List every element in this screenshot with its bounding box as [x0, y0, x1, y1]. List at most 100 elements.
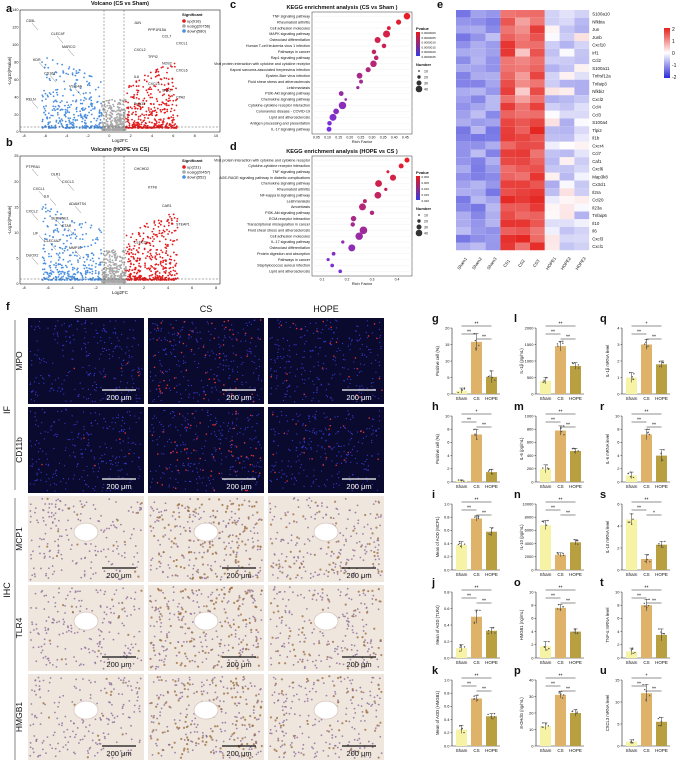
- up-point: [139, 114, 142, 117]
- positive-cell: [222, 393, 225, 395]
- up-point: [149, 96, 152, 99]
- positive-stain: [116, 519, 119, 522]
- nucleus: [231, 423, 234, 425]
- nucleus: [299, 442, 301, 444]
- nucleus: [193, 417, 196, 419]
- nosig-point: [111, 255, 113, 258]
- nucleus: [328, 328, 330, 330]
- positive-cell: [169, 340, 171, 343]
- positive-cell: [272, 453, 275, 456]
- micrograph-image: [268, 318, 384, 404]
- nucleus: [370, 382, 372, 384]
- positive-cell: [234, 471, 237, 473]
- nucleus: [45, 361, 47, 363]
- nucleus: [214, 327, 216, 330]
- nosig-point: [102, 279, 104, 282]
- nucleus: [288, 460, 290, 462]
- nosig-point: [116, 118, 119, 121]
- positive-cell: [232, 455, 234, 457]
- nucleus: [231, 324, 233, 326]
- positive-cell: [173, 387, 176, 389]
- up-point: [128, 122, 131, 125]
- pathway-dot: [356, 85, 360, 90]
- down-point: [76, 259, 79, 262]
- heatmap-cell: [485, 211, 501, 220]
- positive-cell: [250, 414, 252, 417]
- nucleus: [38, 382, 40, 384]
- nucleus: [179, 383, 181, 385]
- positive-cell: [158, 384, 160, 387]
- heatmap-cell: [574, 110, 590, 119]
- heatmap-cell: [515, 149, 530, 158]
- nucleus: [193, 439, 195, 441]
- nucleus: [76, 465, 78, 468]
- nucleus: [378, 397, 380, 400]
- nucleus: [308, 443, 310, 445]
- down-point: [62, 94, 64, 97]
- up-point: [172, 266, 175, 269]
- up-point: [165, 87, 168, 90]
- nucleus: [288, 349, 290, 351]
- up-point: [169, 215, 171, 218]
- nucleus: [240, 340, 242, 342]
- nucleus: [208, 330, 210, 332]
- nucleus: [199, 477, 201, 480]
- up-point: [125, 100, 127, 103]
- up-point: [128, 268, 131, 271]
- positive-cell: [316, 330, 318, 332]
- heatmap-cell: [530, 87, 545, 96]
- nucleus: [117, 461, 120, 464]
- nucleus: [340, 462, 343, 464]
- gene-label: CLEC2L: [134, 241, 148, 245]
- nucleus: [251, 537, 254, 540]
- nucleus: [325, 389, 327, 391]
- up-point: [163, 279, 166, 281]
- heatmap-colorbar: [664, 28, 670, 78]
- nucleus: [175, 465, 177, 467]
- positive-stain: [46, 497, 49, 500]
- down-point: [48, 265, 51, 267]
- nucleus: [92, 504, 95, 506]
- nucleus: [156, 324, 159, 326]
- nosig-point: [102, 258, 105, 261]
- nucleus: [128, 391, 130, 393]
- pathway-dot: [350, 215, 357, 222]
- nucleus: [104, 453, 106, 455]
- nucleus: [366, 387, 368, 389]
- up-point: [143, 116, 146, 119]
- heatmap-cell: [456, 95, 471, 103]
- x-tick-label: -6: [44, 134, 47, 138]
- up-point: [155, 258, 158, 261]
- pathway-label: Osteoclast differentiation: [269, 246, 310, 250]
- nucleus: [36, 519, 38, 522]
- down-point: [58, 278, 60, 281]
- nucleus: [83, 557, 86, 560]
- nucleus: [196, 471, 199, 473]
- nucleus: [63, 465, 66, 467]
- nucleus: [106, 427, 108, 429]
- nucleus: [95, 329, 97, 332]
- nucleus: [169, 529, 172, 532]
- up-point: [132, 111, 135, 114]
- nosig-point: [119, 117, 121, 120]
- nucleus: [65, 340, 68, 343]
- nucleus: [60, 569, 63, 571]
- down-point: [86, 84, 89, 86]
- down-point: [64, 108, 67, 111]
- up-point: [153, 106, 156, 109]
- nucleus: [220, 345, 222, 347]
- down-point: [97, 126, 99, 129]
- up-point: [143, 114, 145, 117]
- heatmap-cell: [500, 203, 516, 212]
- nucleus: [354, 457, 356, 460]
- positive-cell: [166, 468, 168, 470]
- x-axis-label: Log2FC: [112, 138, 129, 143]
- nucleus: [64, 449, 66, 452]
- nucleus: [303, 382, 305, 385]
- nucleus: [197, 400, 199, 402]
- nucleus: [43, 538, 45, 541]
- nucleus: [182, 441, 184, 443]
- nucleus: [230, 446, 232, 449]
- down-point: [56, 227, 59, 230]
- gene-row-label: Cxcl3: [592, 236, 604, 241]
